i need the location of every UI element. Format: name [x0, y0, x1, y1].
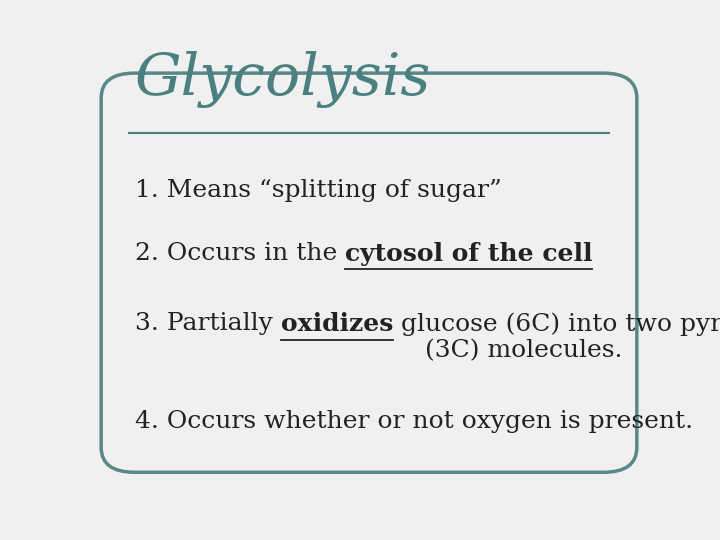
Text: cytosol of the cell: cytosol of the cell	[345, 241, 593, 266]
Text: oxidizes: oxidizes	[281, 312, 393, 336]
FancyBboxPatch shape	[101, 73, 637, 472]
Text: 2. Occurs in the: 2. Occurs in the	[135, 241, 345, 265]
Text: 4. Occurs whether or not oxygen is present.: 4. Occurs whether or not oxygen is prese…	[135, 410, 693, 433]
Text: glucose (6C) into two pyruvate
    (3C) molecules.: glucose (6C) into two pyruvate (3C) mole…	[393, 312, 720, 362]
Text: 3. Partially: 3. Partially	[135, 312, 281, 335]
Text: 1. Means “splitting of sugar”: 1. Means “splitting of sugar”	[135, 179, 501, 202]
Text: Glycolysis: Glycolysis	[135, 51, 431, 109]
